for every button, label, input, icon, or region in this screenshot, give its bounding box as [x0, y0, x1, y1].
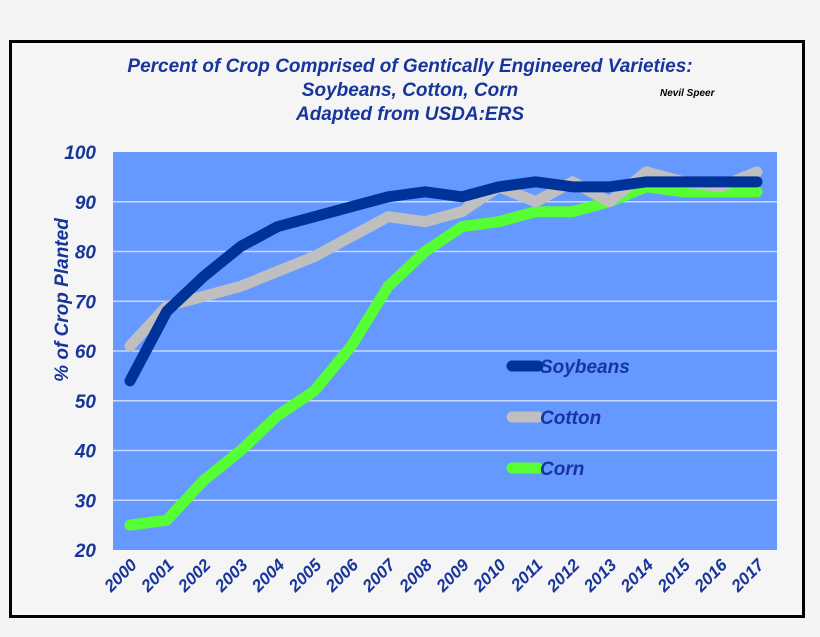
chart-title: Percent of Crop Comprised of Gentically … [127, 56, 693, 77]
x-tick-label: 2004 [247, 555, 288, 596]
x-tick-label: 2009 [432, 555, 473, 596]
x-tick-label: 2005 [284, 555, 325, 596]
author-label: Nevil Speer [660, 88, 715, 99]
series-line-cotton [124, 166, 763, 352]
x-tick-label: 2006 [321, 555, 362, 596]
y-tick-label: 80 [75, 243, 97, 264]
x-tick-label: 2007 [358, 554, 400, 596]
y-tick-label: 100 [64, 143, 96, 164]
y-tick-label: 20 [74, 541, 97, 562]
chart-source: Adapted from USDA:ERS [295, 104, 524, 125]
x-tick-label: 2016 [690, 555, 731, 596]
y-tick-label: 50 [75, 392, 97, 413]
y-tick-label: 60 [75, 342, 97, 363]
legend-label-cotton: Cotton [540, 408, 601, 429]
x-tick-label: 2011 [507, 555, 547, 595]
legend-label-soybeans: Soybeans [540, 357, 630, 378]
x-tick-label: 2008 [395, 555, 436, 596]
x-tick-label: 2000 [100, 555, 141, 596]
y-tick-label: 40 [74, 442, 97, 463]
x-tick-label: 2017 [727, 554, 769, 596]
legend-label-corn: Corn [540, 459, 584, 480]
x-tick-label: 2003 [211, 555, 252, 596]
x-tick-label: 2001 [137, 555, 178, 596]
y-axis-label: % of Crop Planted [52, 218, 73, 382]
y-tick-label: 90 [75, 193, 97, 214]
x-tick-label: 2013 [579, 555, 620, 596]
x-tick-label: 2015 [653, 555, 694, 596]
y-tick-label: 70 [75, 292, 97, 313]
x-tick-label: 2012 [543, 555, 584, 596]
x-tick-label: 2010 [469, 555, 510, 596]
y-tick-label: 30 [75, 491, 97, 512]
x-tick-label: 2014 [616, 555, 657, 596]
series-line-corn [124, 181, 763, 531]
x-tick-label: 2002 [174, 555, 215, 596]
chart-subtitle: Soybeans, Cotton, Corn [301, 80, 519, 101]
series-line-soybeans [124, 176, 763, 387]
